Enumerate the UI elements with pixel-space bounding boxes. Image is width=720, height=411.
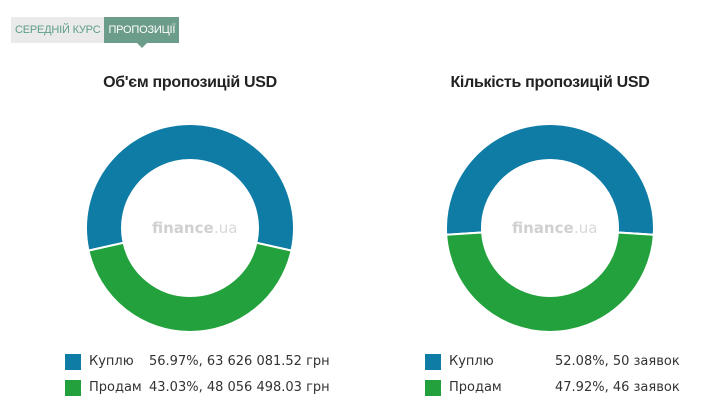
donut-slice-buy[interactable]: [445, 123, 655, 236]
tab-bar: СЕРЕДНІЙ КУРС ПРОПОЗИЦІЇ: [11, 17, 180, 48]
watermark-domain: .ua: [214, 219, 237, 237]
legend-swatch-buy: [65, 354, 81, 370]
legend-value: 56.97%, 63 626 081.52 грн: [149, 354, 330, 369]
chart-title: Кількість пропозицій USD: [450, 74, 650, 91]
legend-value: 52.08%, 50 заявок: [555, 354, 680, 369]
donut-chart: finance .ua: [85, 123, 295, 333]
volume-chart-panel: Об'єм пропозицій USD finance .ua Куплю 5…: [10, 70, 370, 410]
tab-offers[interactable]: ПРОПОЗИЦІЇ: [104, 17, 180, 48]
legend-value: 43.03%, 48 056 498.03 грн: [149, 380, 330, 395]
legend-label: Продам: [449, 380, 502, 395]
watermark-domain: .ua: [574, 219, 597, 237]
tab-average-rate[interactable]: СЕРЕДНІЙ КУРС: [11, 17, 105, 43]
legend-swatch-sell: [65, 380, 81, 396]
donut-slice-sell[interactable]: [445, 231, 655, 333]
legend-value: 47.92%, 46 заявок: [555, 380, 680, 395]
legend-label: Куплю: [89, 354, 134, 369]
legend-label: Продам: [89, 380, 142, 395]
donut-chart: finance .ua: [445, 123, 655, 333]
legend-swatch-buy: [425, 354, 441, 370]
legend-swatch-sell: [425, 380, 441, 396]
watermark-brand: finance: [152, 219, 214, 237]
watermark-brand: finance: [512, 219, 574, 237]
legend-label: Куплю: [449, 354, 494, 369]
donut-slice-sell[interactable]: [87, 241, 293, 333]
donut-slice-buy[interactable]: [85, 123, 295, 252]
chart-title: Об'єм пропозицій USD: [103, 74, 277, 91]
count-chart-panel: Кількість пропозицій USD finance .ua Куп…: [370, 70, 720, 410]
